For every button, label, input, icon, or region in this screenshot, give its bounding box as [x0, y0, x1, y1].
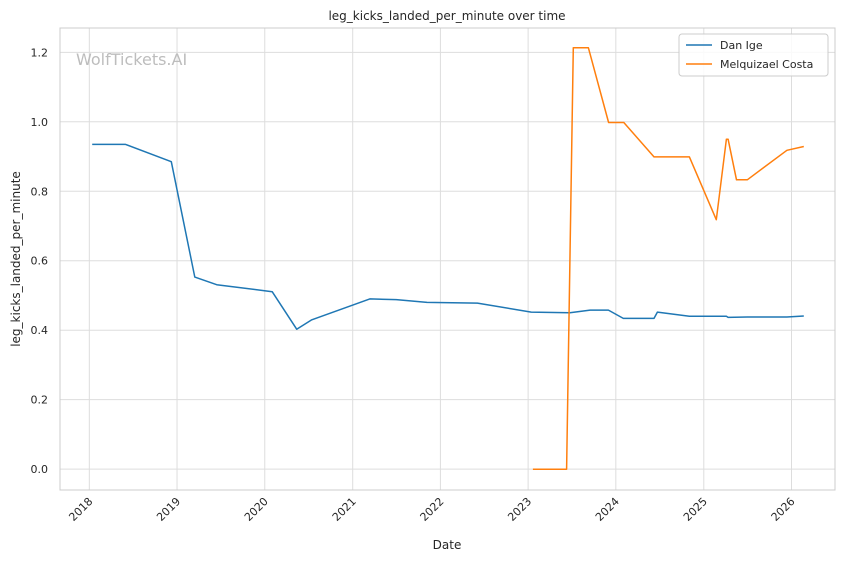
- grid: [60, 28, 835, 490]
- y-tick-label: 0.0: [31, 463, 49, 476]
- series-line-melquizael-costa: [532, 47, 804, 470]
- y-tick-label: 0.4: [31, 324, 49, 337]
- y-tick-label: 1.0: [31, 116, 49, 129]
- legend-label-dan-ige: Dan Ige: [720, 39, 763, 52]
- legend-label-melquizael-costa: Melquizael Costa: [720, 58, 813, 71]
- y-axis-title: leg_kicks_landed_per_minute: [9, 171, 23, 347]
- y-tick-label: 1.2: [31, 46, 49, 59]
- x-axis-title: Date: [433, 538, 462, 552]
- series-lines: [92, 47, 804, 470]
- y-tick-labels: 0.0 0.2 0.4 0.6 0.8 1.0 1.2: [31, 46, 49, 476]
- plot-frame: [59, 27, 836, 491]
- series-line-dan-ige: [92, 143, 804, 330]
- y-tick-label: 0.8: [31, 185, 49, 198]
- chart-title: leg_kicks_landed_per_minute over time: [328, 9, 565, 23]
- y-tick-label: 0.2: [31, 394, 49, 407]
- legend: Dan Ige Melquizael Costa: [678, 33, 829, 77]
- y-tick-label: 0.6: [31, 255, 49, 268]
- legend-box: [678, 33, 829, 77]
- watermark: WolfTickets.AI: [76, 50, 187, 69]
